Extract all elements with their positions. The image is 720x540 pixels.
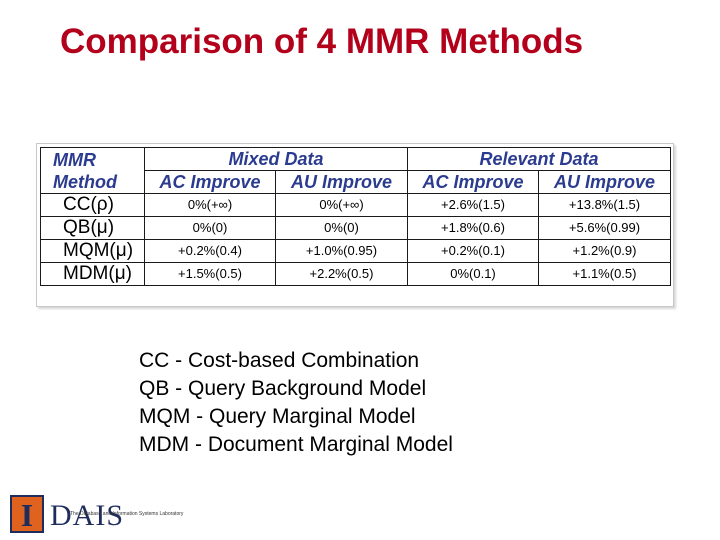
subheader-cell: AU Improve	[275, 170, 408, 194]
value-cell: 0%(0.1)	[407, 262, 539, 286]
group-header-relevant: Relevant Data	[407, 147, 671, 171]
method-cell: QB(μ)	[40, 216, 145, 240]
university-logo-icon: I	[10, 495, 44, 533]
value-cell: +0.2%(0.4)	[144, 239, 276, 263]
subheader-cell: AU Improve	[538, 170, 671, 194]
method-header-line1: MMR	[53, 149, 96, 170]
group-header-mixed: Mixed Data	[144, 147, 408, 171]
definitions-list: CC - Cost-based Combination QB - Query B…	[139, 347, 453, 459]
value-cell: +5.6%(0.99)	[538, 216, 671, 240]
table-row: QB(μ) 0%(0) 0%(0) +1.8%(0.6) +5.6%(0.99)	[40, 216, 671, 240]
value-cell: +1.0%(0.95)	[275, 239, 408, 263]
value-cell: +1.2%(0.9)	[538, 239, 671, 263]
value-cell: +2.2%(0.5)	[275, 262, 408, 286]
comparison-table-container: MMR Method Mixed Data Relevant Data AC I…	[36, 143, 674, 307]
value-cell: +0.2%(0.1)	[407, 239, 539, 263]
definition-item: QB - Query Background Model	[139, 377, 427, 400]
method-header: MMR Method	[40, 147, 145, 194]
definition-item: MQM - Query Marginal Model	[139, 405, 416, 428]
value-cell: +1.5%(0.5)	[144, 262, 276, 286]
table-row: MQM(μ) +0.2%(0.4) +1.0%(0.95) +0.2%(0.1)…	[40, 239, 671, 263]
footer-logo: I DAIS The Database and Information Syst…	[10, 495, 250, 535]
value-cell: 0%(0)	[144, 216, 276, 240]
value-cell: +13.8%(1.5)	[538, 193, 671, 217]
dais-logo-text: DAIS	[50, 499, 125, 532]
method-cell: MDM(μ)	[40, 262, 145, 286]
definition-item: MDM - Document Marginal Model	[139, 433, 453, 456]
table-row: MDM(μ) +1.5%(0.5) +2.2%(0.5) 0%(0.1) +1.…	[40, 262, 671, 286]
definition-item: CC - Cost-based Combination	[139, 349, 420, 372]
lab-name: The Database and Information Systems Lab…	[70, 511, 184, 517]
value-cell: +1.1%(0.5)	[538, 262, 671, 286]
value-cell: 0%(0)	[275, 216, 408, 240]
value-cell: 0%(+∞)	[144, 193, 276, 217]
method-cell: CC(ρ)	[40, 193, 145, 217]
method-header-line2: Method	[53, 171, 117, 192]
subheader-cell: AC Improve	[407, 170, 539, 194]
value-cell: 0%(+∞)	[275, 193, 408, 217]
slide-title: Comparison of 4 MMR Methods	[60, 22, 584, 61]
table-row: CC(ρ) 0%(+∞) 0%(+∞) +2.6%(1.5) +13.8%(1.…	[40, 193, 671, 217]
value-cell: +2.6%(1.5)	[407, 193, 539, 217]
value-cell: +1.8%(0.6)	[407, 216, 539, 240]
method-cell: MQM(μ)	[40, 239, 145, 263]
comparison-table: MMR Method Mixed Data Relevant Data AC I…	[40, 147, 671, 286]
subheader-cell: AC Improve	[144, 170, 276, 194]
